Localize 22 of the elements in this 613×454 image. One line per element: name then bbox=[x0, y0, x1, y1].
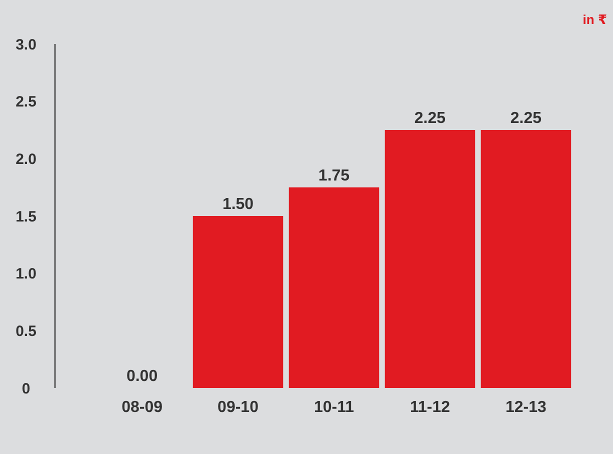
data-label: 0.00 bbox=[126, 368, 158, 385]
y-tick-label: 3.0 bbox=[16, 36, 36, 54]
data-label: 1.50 bbox=[222, 196, 254, 213]
text: in ₹ bbox=[582, 12, 607, 27]
bar bbox=[384, 130, 476, 388]
x-tick-label: 11-12 bbox=[410, 399, 450, 416]
data-label: 2.25 bbox=[414, 110, 446, 127]
x-tick-label: 09-10 bbox=[218, 399, 259, 416]
bar bbox=[288, 187, 380, 388]
y-tick-label: 1.5 bbox=[16, 208, 36, 226]
y-tick-label: 2.5 bbox=[16, 94, 36, 111]
x-tick-label: 12-13 bbox=[506, 399, 547, 416]
x-tick-label: 10-11 bbox=[314, 399, 354, 416]
data-label: 1.75 bbox=[318, 167, 350, 184]
y-tick-label: 0.5 bbox=[16, 322, 36, 340]
y-tick-label: 2.0 bbox=[16, 150, 36, 168]
y-tick-label: 1.0 bbox=[16, 266, 36, 283]
bar bbox=[480, 130, 572, 388]
bar bbox=[192, 216, 284, 388]
data-label: 2.25 bbox=[510, 110, 542, 127]
y-tick-label: 0 bbox=[22, 380, 30, 398]
x-tick-label: 08-09 bbox=[122, 399, 163, 416]
